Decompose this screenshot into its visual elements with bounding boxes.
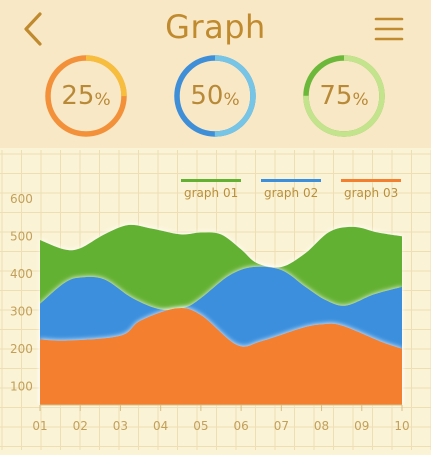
x-tick-label: 09 — [354, 419, 369, 433]
x-tick-label: 05 — [193, 419, 208, 433]
x-tick-label: 10 — [394, 419, 409, 433]
progress-unit: % — [223, 89, 240, 110]
x-tick-label: 08 — [314, 419, 329, 433]
progress-unit: % — [94, 89, 111, 110]
x-tick-label: 03 — [113, 419, 128, 433]
x-tick-label: 01 — [32, 419, 47, 433]
header-bar: Graph 25% 50% 75% — [0, 0, 431, 148]
progress-ring-75: 75% — [301, 53, 387, 139]
legend-label: graph 02 — [264, 186, 318, 200]
progress-ring-25: 25% — [43, 53, 129, 139]
progress-ring-50: 50% — [172, 53, 258, 139]
progress-value: 50 — [190, 81, 224, 111]
menu-button[interactable] — [372, 14, 406, 44]
y-tick-label: 200 — [10, 342, 33, 356]
y-tick-label: 300 — [10, 304, 33, 318]
chart-svg: 100 200 300 400 500 600 01 02 03 04 05 06 07 08 09 10 gr… — [0, 150, 431, 450]
back-button[interactable] — [16, 10, 50, 48]
y-tick-label: 500 — [10, 229, 33, 243]
y-tick-label: 100 — [10, 379, 33, 393]
series-area-graph-03 — [40, 307, 402, 405]
hamburger-menu-icon — [374, 17, 404, 41]
area-chart: 100 200 300 400 500 600 01 02 03 04 05 06 07 08 09 10 gr… — [0, 150, 431, 450]
x-tick-label: 04 — [153, 419, 168, 433]
legend-label: graph 01 — [184, 186, 238, 200]
legend-label: graph 03 — [344, 186, 398, 200]
page-title: Graph — [165, 8, 266, 46]
progress-ring-fill — [174, 55, 256, 137]
y-tick-label: 600 — [10, 192, 33, 206]
x-tick-label: 07 — [274, 419, 289, 433]
legend-swatch — [181, 179, 241, 182]
y-tick-label: 400 — [10, 267, 33, 281]
chevron-left-icon — [24, 12, 42, 46]
legend-swatch — [261, 179, 321, 182]
x-tick-label: 02 — [73, 419, 88, 433]
progress-ring-fill — [45, 55, 127, 137]
progress-ring-fill — [303, 55, 385, 137]
legend-swatch — [341, 179, 401, 182]
x-tick-label: 06 — [233, 419, 248, 433]
progress-value: 75 — [319, 81, 353, 111]
progress-unit: % — [352, 89, 369, 110]
progress-value: 25 — [61, 81, 95, 111]
